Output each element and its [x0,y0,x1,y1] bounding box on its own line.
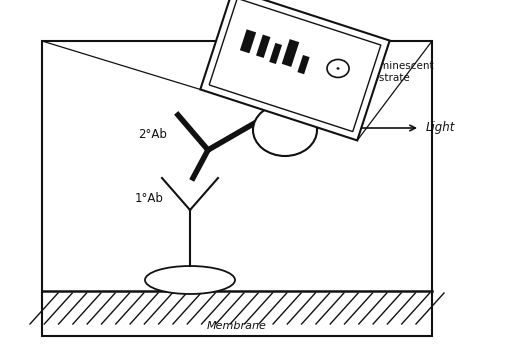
Polygon shape [256,35,270,58]
Ellipse shape [336,67,340,70]
Polygon shape [200,0,389,140]
Polygon shape [240,29,256,53]
Text: Chemiluminescent
Substrate: Chemiluminescent Substrate [336,61,434,83]
Text: 1°Ab: 1°Ab [135,191,164,204]
Polygon shape [269,43,282,64]
Text: Protein: Protein [171,275,210,285]
Text: 2°Ab: 2°Ab [138,128,167,141]
Ellipse shape [327,60,349,77]
Text: Membrane: Membrane [207,321,267,331]
Text: Light: Light [426,121,456,134]
Text: HRP: HRP [274,125,296,135]
Polygon shape [297,55,309,74]
Ellipse shape [253,104,317,156]
Polygon shape [282,39,299,67]
Ellipse shape [145,266,235,294]
Bar [42,41,432,336]
